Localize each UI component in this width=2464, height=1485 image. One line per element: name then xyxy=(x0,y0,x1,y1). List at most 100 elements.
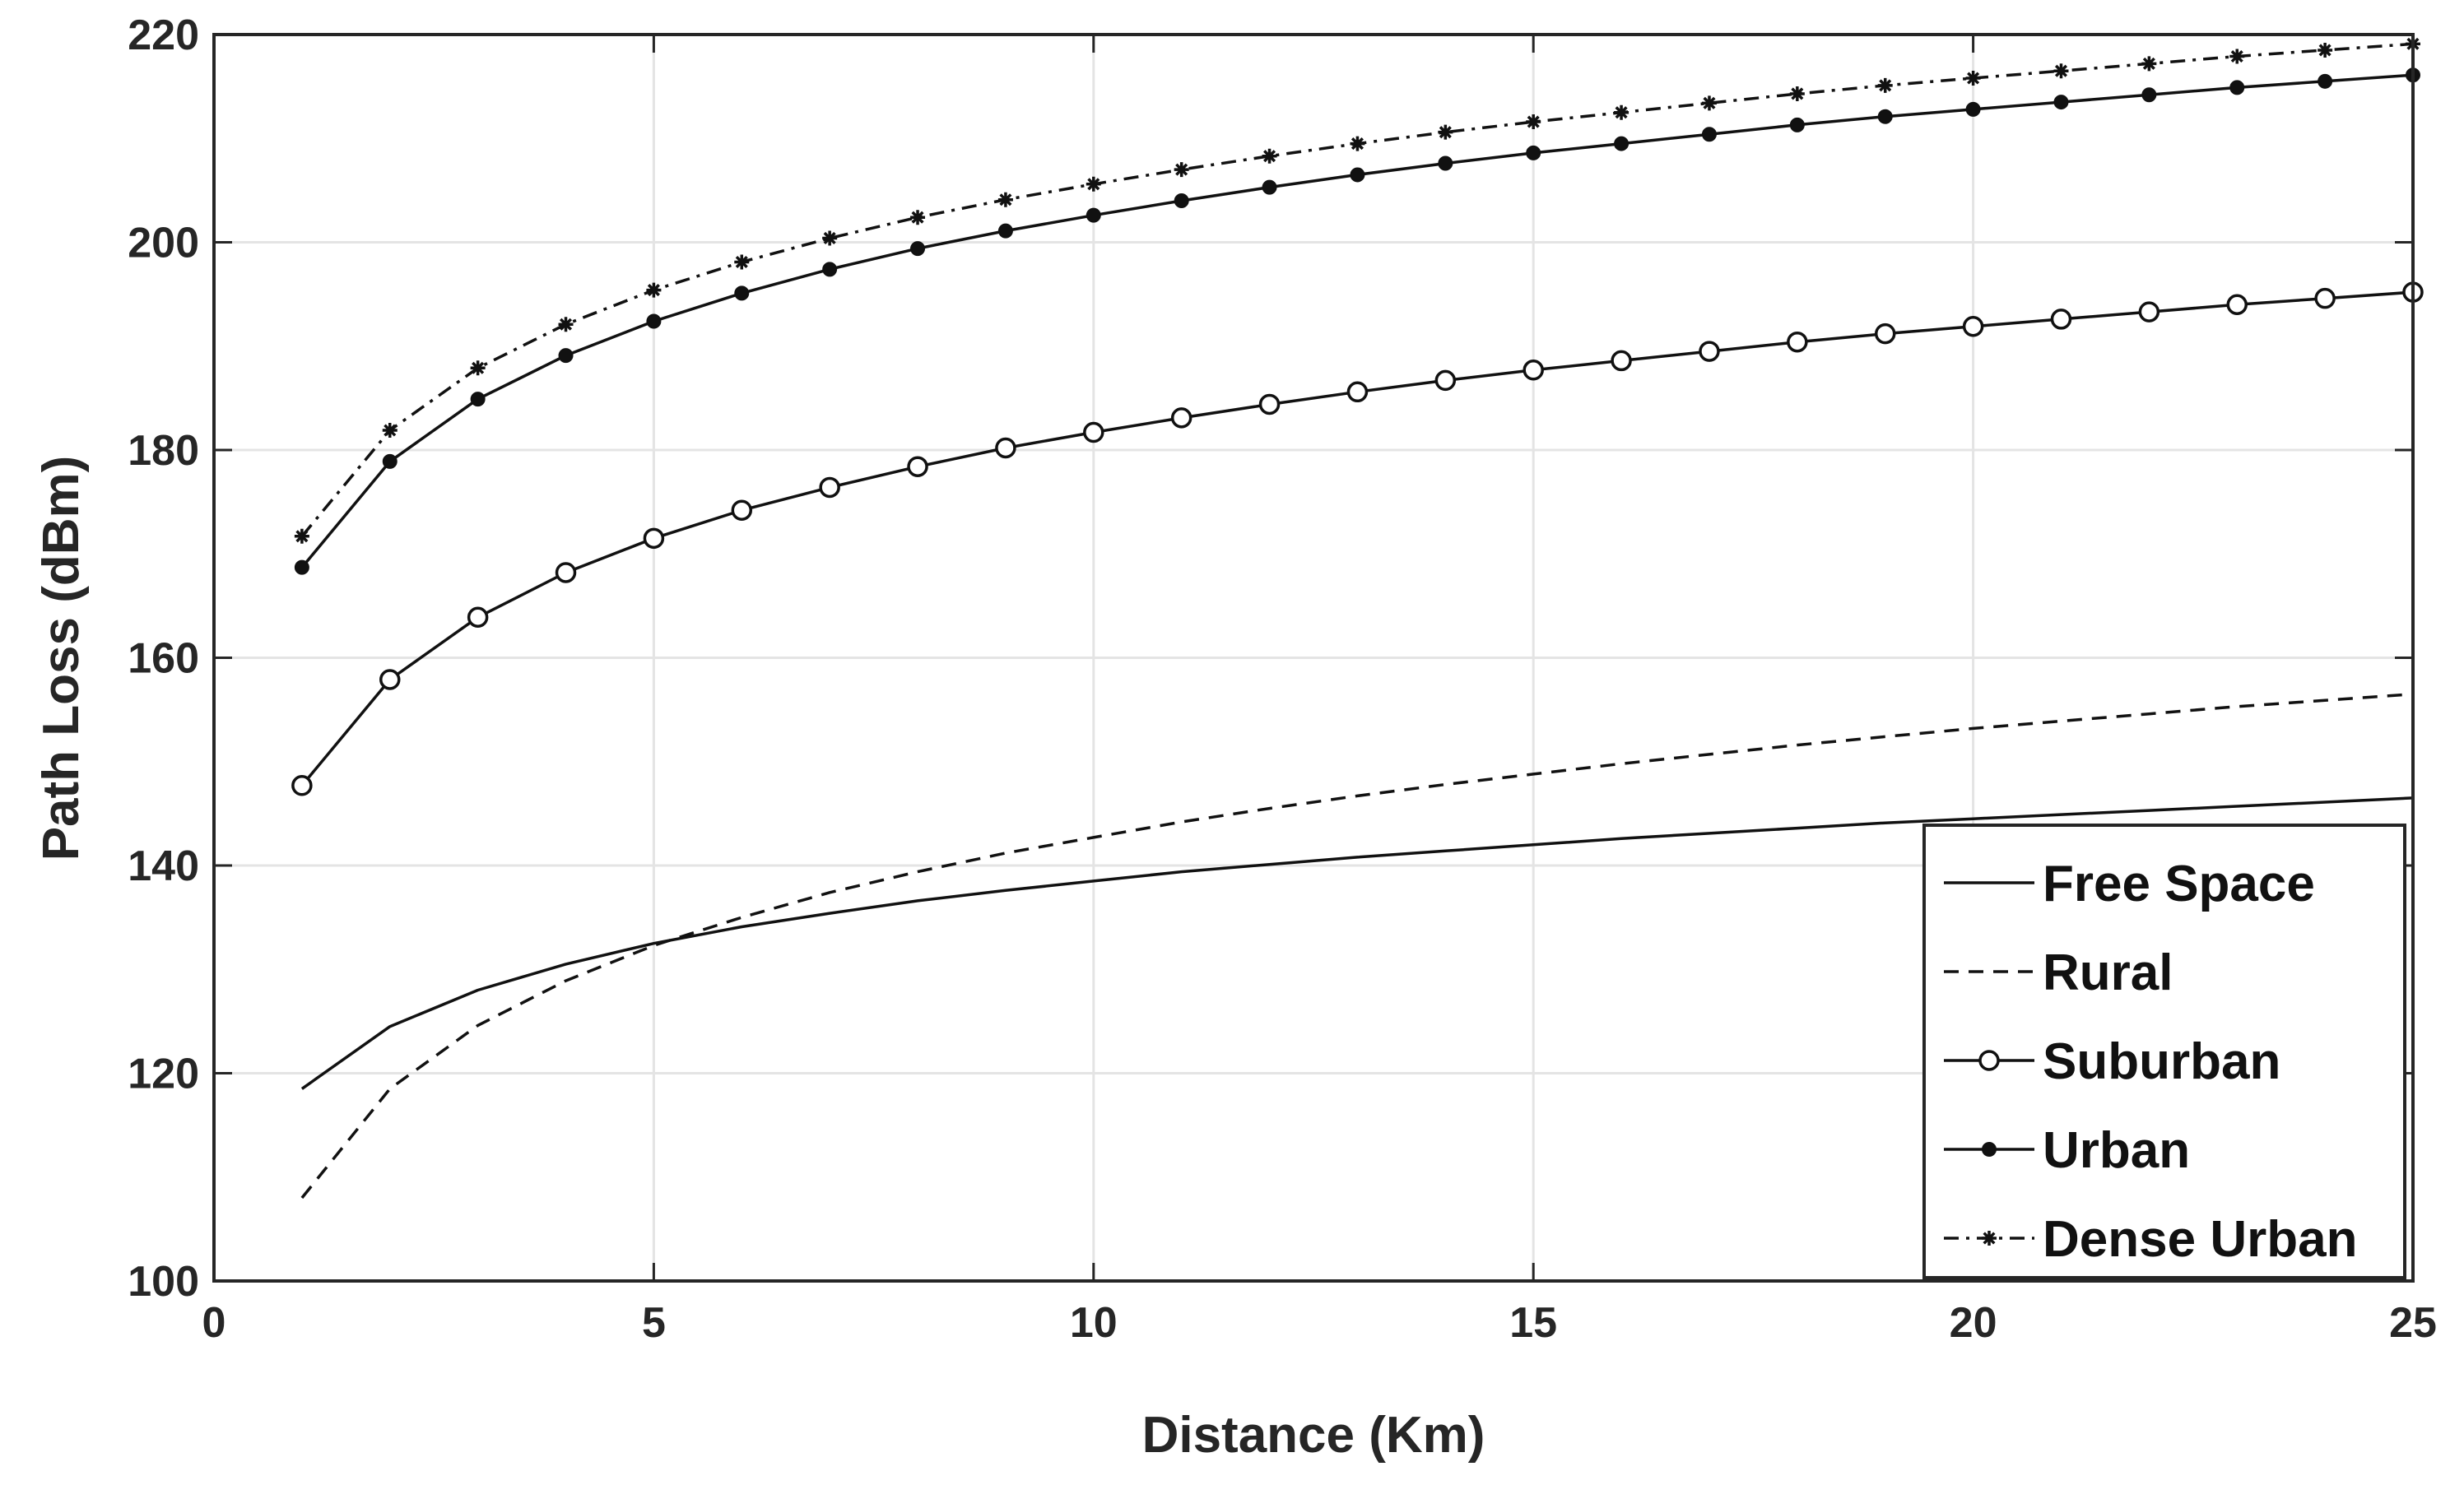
x-tick-label: 5 xyxy=(642,1299,666,1347)
data-point-urban xyxy=(2141,87,2157,103)
series-dense-urban xyxy=(294,36,2420,544)
data-point-suburban xyxy=(1083,421,1104,443)
data-point-dense-urban xyxy=(1701,95,1717,111)
series-line-suburban xyxy=(300,290,2414,787)
data-point-urban xyxy=(1701,127,1717,142)
x-axis-label: Distance (Km) xyxy=(1142,1407,1485,1464)
data-point-dense-urban xyxy=(1614,104,1629,120)
data-point-suburban xyxy=(1787,331,1808,353)
data-point-suburban xyxy=(291,775,313,796)
y-tick-label: 160 xyxy=(128,635,199,683)
data-point-suburban xyxy=(2314,287,2336,309)
data-point-suburban xyxy=(2138,301,2160,323)
y-tick-label: 200 xyxy=(128,220,199,267)
data-point-dense-urban xyxy=(1350,136,1365,151)
legend-marker-suburban xyxy=(1978,1050,2000,1071)
data-point-dense-urban xyxy=(1789,86,1805,101)
grid xyxy=(214,35,2413,1281)
data-point-dense-urban xyxy=(294,528,309,544)
y-tick-label: 100 xyxy=(128,1258,199,1306)
data-point-dense-urban xyxy=(1174,162,1189,178)
data-point-suburban xyxy=(995,437,1016,459)
data-point-suburban xyxy=(1434,369,1457,392)
legend-item-suburban: Suburban xyxy=(1944,1033,2280,1090)
data-point-suburban xyxy=(1699,341,1720,362)
x-tick-label: 0 xyxy=(202,1299,226,1347)
data-point-suburban xyxy=(1346,381,1369,403)
x-tick-label: 20 xyxy=(1950,1299,1997,1347)
data-point-urban xyxy=(2318,73,2333,89)
data-point-urban xyxy=(1789,117,1805,132)
data-point-dense-urban xyxy=(558,317,574,332)
x-tick-label: 15 xyxy=(1509,1299,1557,1347)
data-point-dense-urban xyxy=(382,423,397,439)
data-point-dense-urban xyxy=(470,360,486,376)
data-point-urban xyxy=(558,348,574,364)
data-point-urban xyxy=(734,285,750,301)
series-rural xyxy=(300,692,2414,1200)
data-point-dense-urban xyxy=(1086,176,1101,192)
data-point-urban xyxy=(1614,136,1629,151)
data-point-urban xyxy=(822,262,838,277)
series-line-free-space xyxy=(300,796,2414,1090)
y-tick-label: 220 xyxy=(128,12,199,59)
data-point-suburban xyxy=(379,669,401,690)
series-line-dense-urban xyxy=(300,42,2414,537)
data-point-urban xyxy=(1965,101,1981,117)
legend-item-rural: Rural xyxy=(1944,944,2173,1001)
data-point-urban xyxy=(470,392,486,407)
data-point-dense-urban xyxy=(1526,114,1541,130)
data-point-dense-urban xyxy=(646,282,662,298)
data-point-urban xyxy=(646,313,662,329)
data-point-dense-urban xyxy=(1438,124,1453,140)
ticks: 0 5 10 15 20 25 100 120 140 160 180 200 220 xyxy=(128,12,2437,1347)
legend-item-free-space: Free Space xyxy=(1944,856,2315,912)
data-point-dense-urban xyxy=(2318,42,2333,58)
data-point-dense-urban xyxy=(2141,56,2157,72)
x-tick-label: 10 xyxy=(1070,1299,1118,1347)
data-point-suburban xyxy=(555,562,577,583)
data-point-suburban xyxy=(1523,360,1544,381)
data-point-urban xyxy=(1262,179,1277,195)
data-point-dense-urban xyxy=(1877,77,1893,93)
data-point-suburban xyxy=(1874,323,1896,345)
data-point-urban xyxy=(910,241,926,257)
data-point-dense-urban xyxy=(2053,63,2069,79)
data-point-urban xyxy=(382,453,397,469)
data-point-dense-urban xyxy=(734,254,750,270)
legend-box xyxy=(1922,824,2406,1279)
data-point-urban xyxy=(294,559,309,575)
data-point-suburban xyxy=(2050,309,2072,330)
data-point-suburban xyxy=(1170,407,1192,429)
data-point-dense-urban xyxy=(997,192,1013,207)
data-point-dense-urban xyxy=(910,210,926,225)
legend-label-suburban: Suburban xyxy=(2043,1033,2280,1090)
data-point-urban xyxy=(1438,155,1453,171)
legend-marker-dense-urban xyxy=(1982,1231,1997,1246)
data-point-dense-urban xyxy=(1262,148,1277,164)
data-point-suburban xyxy=(643,527,665,550)
data-point-suburban xyxy=(1611,350,1632,372)
data-point-suburban xyxy=(1962,316,1984,337)
legend-marker-urban xyxy=(1982,1142,1997,1157)
data-point-suburban xyxy=(2226,294,2248,315)
data-point-dense-urban xyxy=(1965,71,1981,86)
data-point-urban xyxy=(2053,95,2069,110)
y-tick-label: 180 xyxy=(128,427,199,475)
series-layer xyxy=(291,36,2424,1200)
data-point-suburban xyxy=(907,456,928,477)
data-point-suburban xyxy=(731,499,753,521)
legend-label-dense-urban: Dense Urban xyxy=(2043,1211,2357,1268)
y-tick-label: 120 xyxy=(128,1051,199,1098)
series-line-rural xyxy=(300,692,2414,1200)
data-point-urban xyxy=(1526,145,1541,160)
legend-item-dense-urban: Dense Urban xyxy=(1944,1211,2357,1268)
x-tick-label: 25 xyxy=(2389,1299,2437,1347)
data-point-urban xyxy=(1174,193,1189,208)
data-point-dense-urban xyxy=(822,230,838,246)
legend-label-free-space: Free Space xyxy=(2043,856,2315,912)
y-axis-label: Path Loss (dBm) xyxy=(33,456,90,861)
data-point-urban xyxy=(2229,80,2245,95)
legend: Free Space Rural Suburban Urban Dense Urban xyxy=(1922,824,2406,1279)
